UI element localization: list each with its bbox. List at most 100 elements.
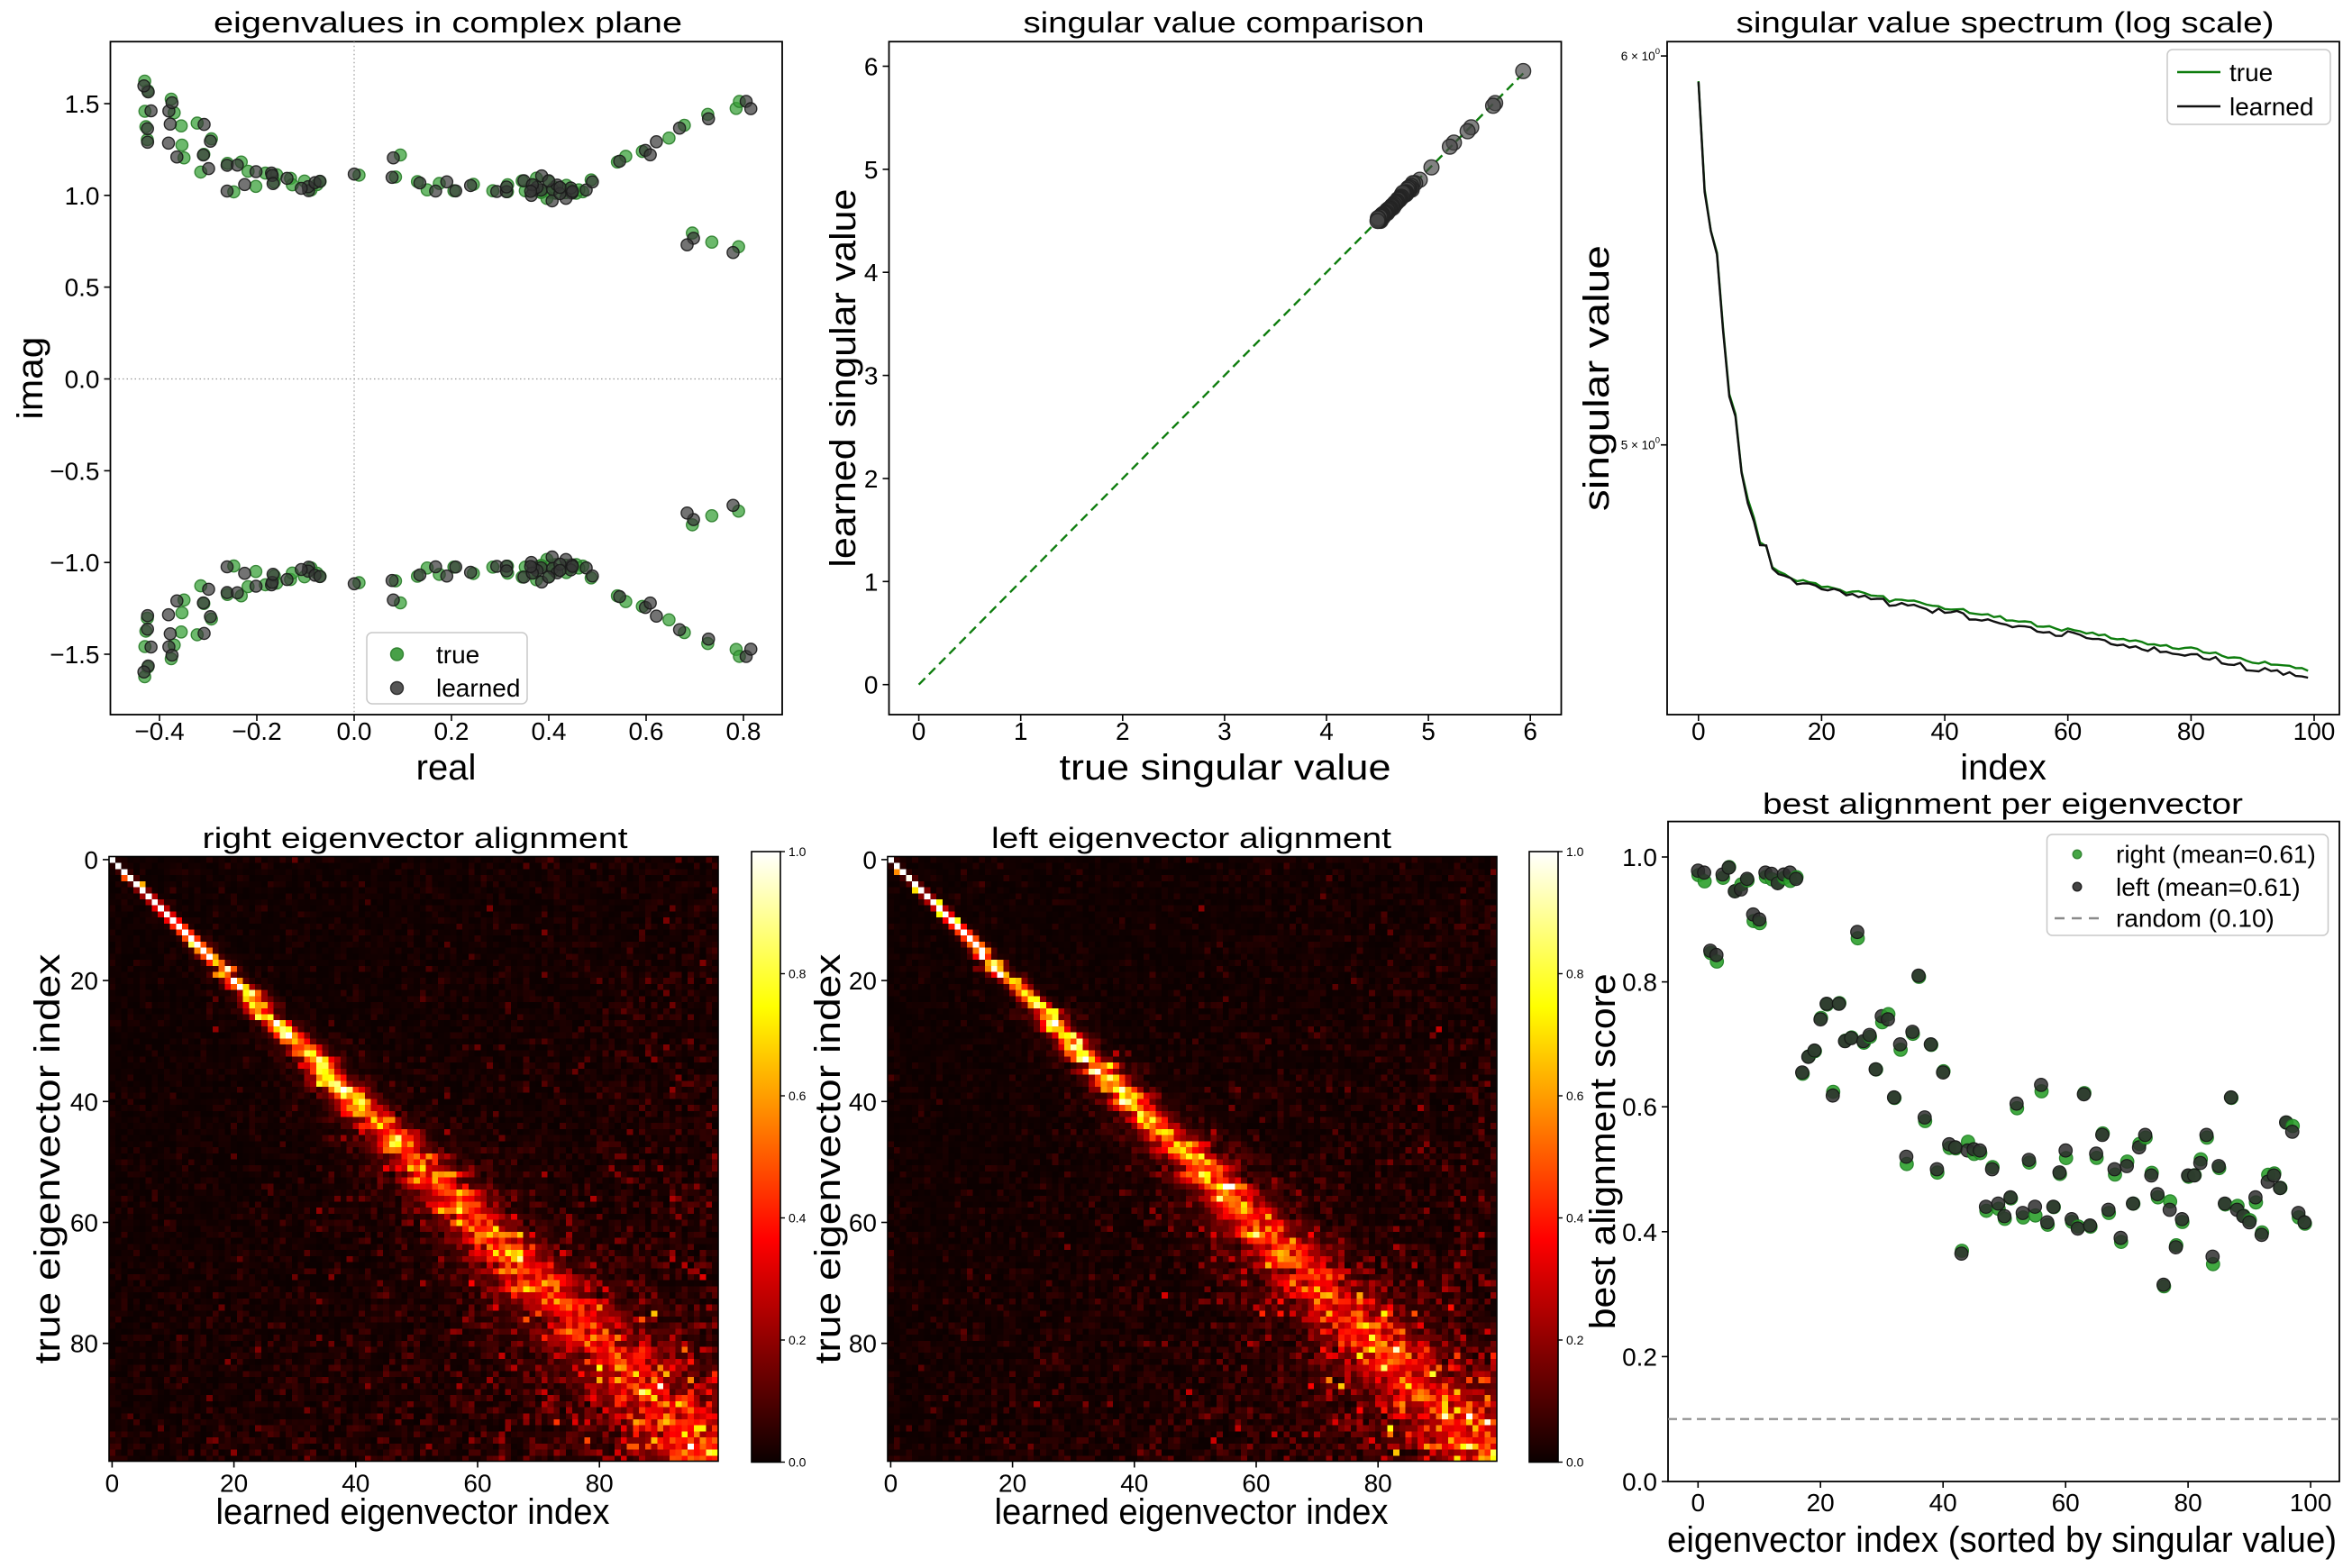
svg-text:100: 100 xyxy=(2293,717,2336,745)
svg-text:20: 20 xyxy=(70,967,98,995)
svg-text:2: 2 xyxy=(1116,717,1130,745)
svg-text:80: 80 xyxy=(849,1330,877,1358)
svg-text:0.2: 0.2 xyxy=(1566,1333,1584,1347)
svg-text:−1.0: −1.0 xyxy=(50,549,99,577)
svg-text:40: 40 xyxy=(1929,1489,1957,1517)
svg-text:20: 20 xyxy=(1808,717,1836,745)
svg-text:best alignment per eigenvector: best alignment per eigenvector xyxy=(1763,788,2243,820)
svg-text:5: 5 xyxy=(1421,717,1436,745)
svg-text:80: 80 xyxy=(2174,1489,2202,1517)
svg-text:singular value spectrum (log s: singular value spectrum (log scale) xyxy=(1737,6,2275,39)
svg-text:60: 60 xyxy=(2054,717,2082,745)
svg-text:0.6: 0.6 xyxy=(1622,1093,1657,1121)
svg-text:0.6: 0.6 xyxy=(789,1089,807,1103)
svg-text:true: true xyxy=(436,641,479,669)
svg-text:true: true xyxy=(2229,59,2273,87)
svg-text:real: real xyxy=(416,748,477,788)
svg-text:1.0: 1.0 xyxy=(1566,844,1584,859)
svg-text:0.2: 0.2 xyxy=(789,1333,807,1347)
svg-text:right (mean=0.61): right (mean=0.61) xyxy=(2116,841,2316,869)
svg-text:5 × 100: 5 × 100 xyxy=(1621,436,1660,452)
svg-text:0.5: 0.5 xyxy=(65,274,100,302)
svg-text:left eigenvector alignment: left eigenvector alignment xyxy=(991,822,1391,854)
svg-text:learned: learned xyxy=(2229,93,2313,121)
svg-text:0.8: 0.8 xyxy=(789,967,807,981)
svg-text:0.2: 0.2 xyxy=(1622,1343,1657,1371)
svg-text:0.8: 0.8 xyxy=(1566,967,1584,981)
svg-text:40: 40 xyxy=(1931,717,1959,745)
svg-text:0.0: 0.0 xyxy=(337,717,372,745)
svg-text:20: 20 xyxy=(220,1470,248,1498)
svg-text:60: 60 xyxy=(2052,1489,2080,1517)
svg-text:20: 20 xyxy=(849,967,877,995)
svg-text:20: 20 xyxy=(998,1470,1026,1498)
svg-text:learned: learned xyxy=(436,674,520,702)
svg-text:imag: imag xyxy=(11,337,50,420)
svg-text:learned singular value: learned singular value xyxy=(824,189,863,568)
svg-text:0: 0 xyxy=(105,1470,120,1498)
svg-text:right eigenvector alignment: right eigenvector alignment xyxy=(203,822,628,854)
svg-text:0.8: 0.8 xyxy=(726,717,761,745)
svg-text:−0.2: −0.2 xyxy=(232,717,281,745)
svg-text:5: 5 xyxy=(864,156,879,184)
svg-text:60: 60 xyxy=(463,1470,491,1498)
svg-text:4: 4 xyxy=(864,259,879,287)
svg-text:3: 3 xyxy=(864,362,879,390)
svg-text:true eigenvector index: true eigenvector index xyxy=(808,954,848,1364)
svg-text:0.0: 0.0 xyxy=(65,366,100,394)
svg-text:0: 0 xyxy=(1691,717,1706,745)
svg-text:0: 0 xyxy=(1691,1489,1706,1517)
svg-text:0.2: 0.2 xyxy=(434,717,469,745)
svg-text:1: 1 xyxy=(1014,717,1028,745)
svg-text:0.4: 0.4 xyxy=(532,717,567,745)
svg-text:100: 100 xyxy=(2290,1489,2332,1517)
svg-text:0.4: 0.4 xyxy=(1566,1211,1584,1226)
svg-text:0: 0 xyxy=(864,671,879,699)
svg-text:0.4: 0.4 xyxy=(789,1211,807,1226)
svg-text:40: 40 xyxy=(1120,1470,1148,1498)
svg-text:40: 40 xyxy=(849,1088,877,1116)
svg-text:learned eigenvector index: learned eigenvector index xyxy=(216,1492,610,1532)
svg-text:eigenvalues in complex plane: eigenvalues in complex plane xyxy=(214,6,682,39)
svg-text:index: index xyxy=(1960,748,2047,788)
svg-text:−0.5: −0.5 xyxy=(50,457,99,485)
svg-text:80: 80 xyxy=(70,1330,98,1358)
svg-text:0.8: 0.8 xyxy=(1622,969,1657,997)
svg-text:60: 60 xyxy=(849,1209,877,1237)
svg-text:20: 20 xyxy=(1807,1489,1835,1517)
svg-text:1: 1 xyxy=(864,568,879,596)
svg-text:0: 0 xyxy=(884,1470,898,1498)
svg-text:6: 6 xyxy=(864,53,879,81)
svg-text:learned eigenvector index: learned eigenvector index xyxy=(995,1492,1389,1532)
svg-text:80: 80 xyxy=(1364,1470,1392,1498)
svg-text:60: 60 xyxy=(70,1209,98,1237)
svg-text:6 × 100: 6 × 100 xyxy=(1621,47,1660,63)
svg-text:0.0: 0.0 xyxy=(1622,1468,1657,1496)
svg-text:true singular value: true singular value xyxy=(1060,748,1391,788)
svg-text:0: 0 xyxy=(84,846,98,874)
svg-text:1.0: 1.0 xyxy=(65,182,100,210)
svg-text:80: 80 xyxy=(586,1470,614,1498)
svg-text:−0.4: −0.4 xyxy=(134,717,184,745)
svg-text:1.0: 1.0 xyxy=(789,844,807,859)
svg-text:singular value: singular value xyxy=(1577,245,1617,511)
svg-text:0.4: 0.4 xyxy=(1622,1218,1657,1246)
svg-text:1.5: 1.5 xyxy=(65,90,100,118)
svg-text:left (mean=0.61): left (mean=0.61) xyxy=(2116,873,2301,901)
svg-text:0.6: 0.6 xyxy=(629,717,664,745)
svg-text:60: 60 xyxy=(1242,1470,1270,1498)
svg-text:4: 4 xyxy=(1319,717,1334,745)
svg-text:40: 40 xyxy=(70,1088,98,1116)
svg-text:1.0: 1.0 xyxy=(1622,843,1657,871)
svg-text:2: 2 xyxy=(864,465,879,493)
svg-text:0.6: 0.6 xyxy=(1566,1089,1584,1103)
svg-text:best alignment score: best alignment score xyxy=(1583,973,1623,1329)
svg-text:singular value comparison: singular value comparison xyxy=(1024,6,1425,39)
svg-text:0.0: 0.0 xyxy=(1566,1455,1584,1470)
svg-text:eigenvector index (sorted by s: eigenvector index (sorted by singular va… xyxy=(1667,1520,2337,1560)
svg-text:−1.5: −1.5 xyxy=(50,641,99,669)
svg-text:0: 0 xyxy=(912,717,926,745)
svg-text:3: 3 xyxy=(1217,717,1232,745)
svg-text:true eigenvector index: true eigenvector index xyxy=(28,954,68,1364)
svg-text:40: 40 xyxy=(342,1470,369,1498)
